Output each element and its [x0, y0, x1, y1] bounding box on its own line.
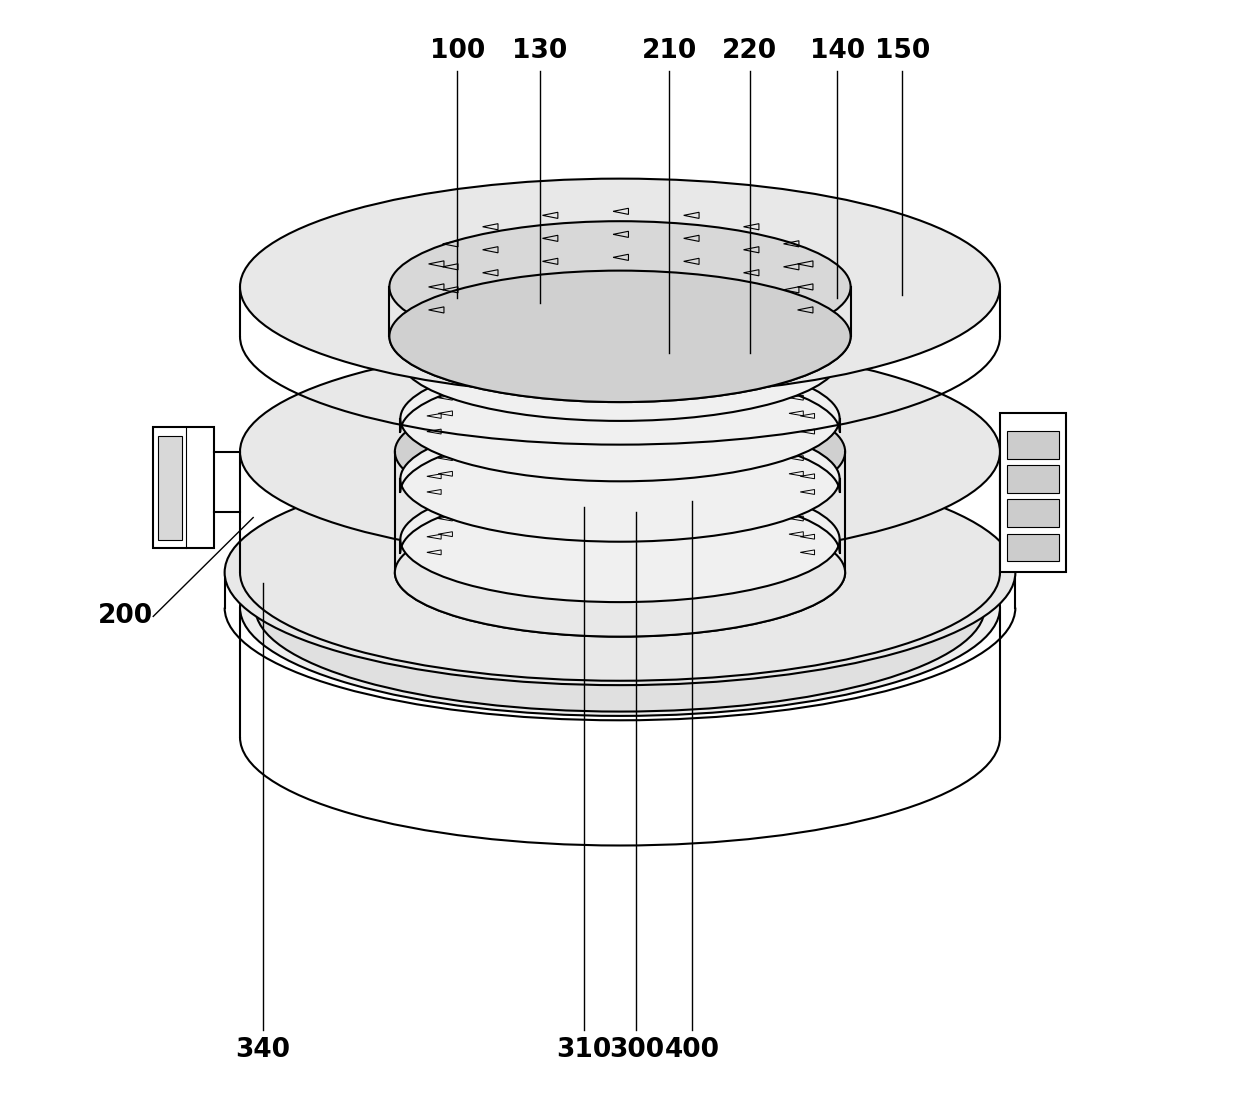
Bar — [1007, 500, 1059, 527]
Ellipse shape — [401, 477, 839, 602]
Bar — [1007, 465, 1059, 493]
Text: 220: 220 — [722, 37, 777, 64]
Text: 130: 130 — [512, 37, 568, 64]
Bar — [157, 436, 182, 539]
Text: 300: 300 — [609, 1037, 665, 1064]
Ellipse shape — [401, 416, 839, 542]
Ellipse shape — [394, 509, 846, 636]
Ellipse shape — [241, 178, 999, 395]
Text: 200: 200 — [98, 603, 154, 630]
Circle shape — [748, 538, 761, 552]
Bar — [1007, 534, 1059, 562]
Ellipse shape — [241, 344, 999, 560]
Circle shape — [583, 532, 596, 545]
Bar — [999, 413, 1066, 573]
Ellipse shape — [401, 356, 839, 481]
Circle shape — [644, 532, 657, 545]
Ellipse shape — [224, 460, 1016, 685]
Circle shape — [779, 544, 791, 557]
Circle shape — [479, 538, 492, 552]
Ellipse shape — [389, 221, 851, 352]
Ellipse shape — [255, 503, 985, 711]
Text: 140: 140 — [810, 37, 866, 64]
Circle shape — [438, 550, 451, 564]
Ellipse shape — [389, 271, 851, 402]
Circle shape — [789, 550, 802, 564]
Circle shape — [526, 534, 539, 547]
Bar — [1007, 430, 1059, 458]
Text: 310: 310 — [556, 1037, 611, 1064]
Ellipse shape — [394, 388, 846, 516]
Text: 150: 150 — [874, 37, 930, 64]
Text: 210: 210 — [642, 37, 697, 64]
Circle shape — [449, 544, 461, 557]
Ellipse shape — [401, 296, 839, 421]
Text: 100: 100 — [430, 37, 485, 64]
Ellipse shape — [241, 500, 999, 716]
Text: 400: 400 — [665, 1037, 720, 1064]
Bar — [154, 427, 213, 548]
Text: 340: 340 — [236, 1037, 290, 1064]
Circle shape — [701, 534, 714, 547]
